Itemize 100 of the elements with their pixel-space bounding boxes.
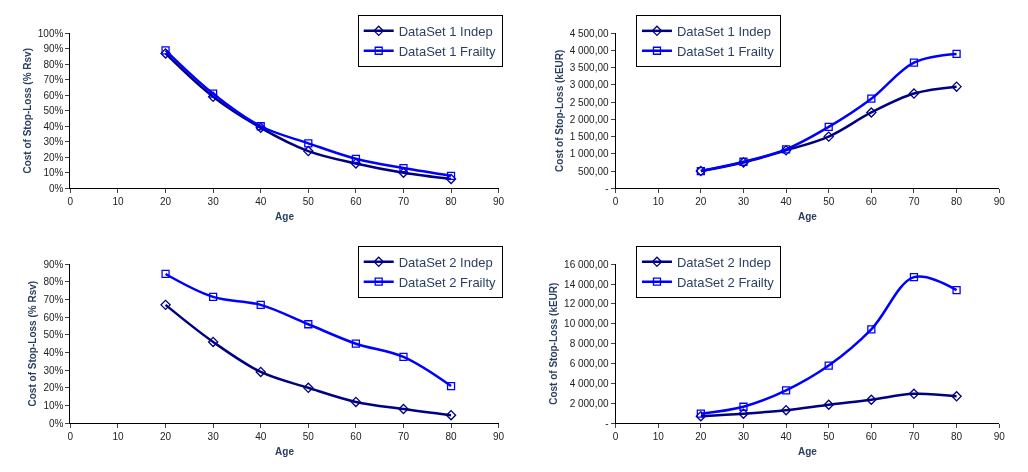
point (866, 394, 877, 405)
y-tick-label: 0% (48, 182, 64, 194)
point (867, 325, 876, 334)
point (952, 49, 961, 59)
point (780, 405, 792, 416)
y-tick-label: 10 000,00 (564, 318, 610, 330)
legend-label: DataSet 2 Indep (398, 254, 493, 270)
point (208, 89, 218, 98)
y-tick-label: 16 000,00 (564, 258, 610, 270)
y-tick-label: 80% (43, 58, 64, 70)
point (398, 403, 409, 415)
x-tick-label: 80 (445, 196, 458, 208)
point (446, 171, 456, 180)
legend-label: DataSet 2 Frailty (398, 274, 497, 290)
y-axis-title: Cost of Stop-Loss (% Rsv) (27, 280, 39, 407)
point (445, 409, 457, 421)
x-tick-label: 40 (780, 196, 793, 208)
y-tick-label: 90% (43, 258, 64, 270)
x-tick-label: 40 (255, 196, 267, 208)
x-axis-title: Age (275, 445, 295, 457)
point (399, 352, 408, 362)
y-axis-title: Cost of Stop-Loss (kEUR) (548, 282, 560, 405)
x-tick-label: 10 (652, 196, 665, 208)
point (908, 388, 920, 400)
point (161, 269, 170, 279)
y-tick-label: 2 000,00 (569, 113, 610, 125)
point (867, 94, 876, 103)
y-tick-label: 50% (43, 105, 64, 117)
x-tick-label: 80 (445, 431, 458, 443)
point (256, 300, 265, 310)
x-tick-label: 30 (207, 196, 220, 208)
x-tick-label: 80 (951, 431, 963, 443)
y-tick-label: 30% (43, 136, 64, 148)
y-tick-label: 3 500,00 (569, 62, 610, 74)
x-tick-label: 20 (695, 431, 707, 443)
x-tick-label: 90 (493, 431, 505, 443)
y-tick-label: 60% (43, 311, 64, 323)
x-tick-label: 0 (67, 431, 74, 443)
y-tick-label: 0% (48, 417, 64, 429)
point (350, 396, 362, 408)
point (696, 409, 705, 418)
y-tick-label: 1 500,00 (569, 131, 610, 143)
y-tick-label: 500,00 (578, 165, 610, 177)
point (303, 382, 314, 394)
y-tick-label: 8 000,00 (569, 338, 610, 350)
y-axis-title: Cost of Stop-Loss (kEUR) (553, 49, 565, 172)
y-tick-label: 3 000,00 (569, 79, 610, 91)
point (695, 410, 707, 422)
point (823, 399, 834, 410)
point (303, 145, 314, 157)
x-tick-label: 70 (397, 431, 410, 443)
point (304, 320, 313, 329)
x-tick-label: 20 (160, 431, 172, 443)
x-tick-label: 30 (737, 196, 750, 208)
y-tick-label: 12 000,00 (564, 298, 610, 310)
x-tick-label: 20 (160, 196, 172, 208)
x-tick-label: 90 (993, 196, 1006, 208)
x-tick-label: 70 (908, 431, 920, 443)
x-tick-label: 80 (951, 196, 963, 208)
y-tick-label: 14 000,00 (564, 278, 610, 290)
x-tick-label: 90 (493, 196, 505, 208)
point (909, 273, 919, 282)
x-tick-label: 60 (350, 196, 362, 208)
y-tick-label: - (605, 417, 609, 429)
point (739, 402, 748, 411)
point (446, 381, 456, 391)
y-tick-label: 1 000,00 (569, 148, 610, 160)
y-tick-label: 10% (43, 399, 64, 411)
x-tick-label: 30 (737, 431, 750, 443)
x-tick-label: 0 (612, 431, 619, 443)
point (824, 122, 833, 132)
point (351, 154, 361, 163)
y-tick-label: 4 500,00 (569, 27, 610, 39)
point (208, 292, 218, 302)
y-tick-label: 50% (43, 329, 64, 341)
point (908, 88, 920, 99)
y-tick-label: 70% (43, 74, 64, 86)
point (445, 173, 457, 185)
x-tick-label: 10 (112, 196, 124, 208)
y-tick-label: 4 000,00 (569, 377, 610, 389)
y-tick-label: - (605, 182, 609, 194)
y-tick-label: 80% (43, 276, 64, 288)
x-tick-label: 70 (397, 196, 410, 208)
point (952, 285, 961, 295)
y-tick-label: 40% (43, 120, 64, 132)
y-tick-label: 10% (43, 167, 64, 179)
legend-label: DataSet 1 Frailty (398, 43, 497, 59)
point (824, 361, 833, 370)
point (255, 366, 266, 378)
x-axis-title: Age (797, 445, 818, 457)
legend-label: DataSet 1 Frailty (676, 43, 775, 59)
legend-label: DataSet 1 Indep (676, 23, 771, 39)
legend-label: DataSet 1 Indep (398, 23, 493, 39)
x-tick-label: 0 (612, 196, 619, 208)
x-tick-label: 90 (993, 431, 1006, 443)
x-tick-label: 50 (823, 431, 835, 443)
y-tick-label: 60% (43, 89, 64, 101)
point (160, 299, 171, 311)
x-tick-label: 40 (780, 431, 793, 443)
x-axis-title: Age (797, 210, 818, 222)
